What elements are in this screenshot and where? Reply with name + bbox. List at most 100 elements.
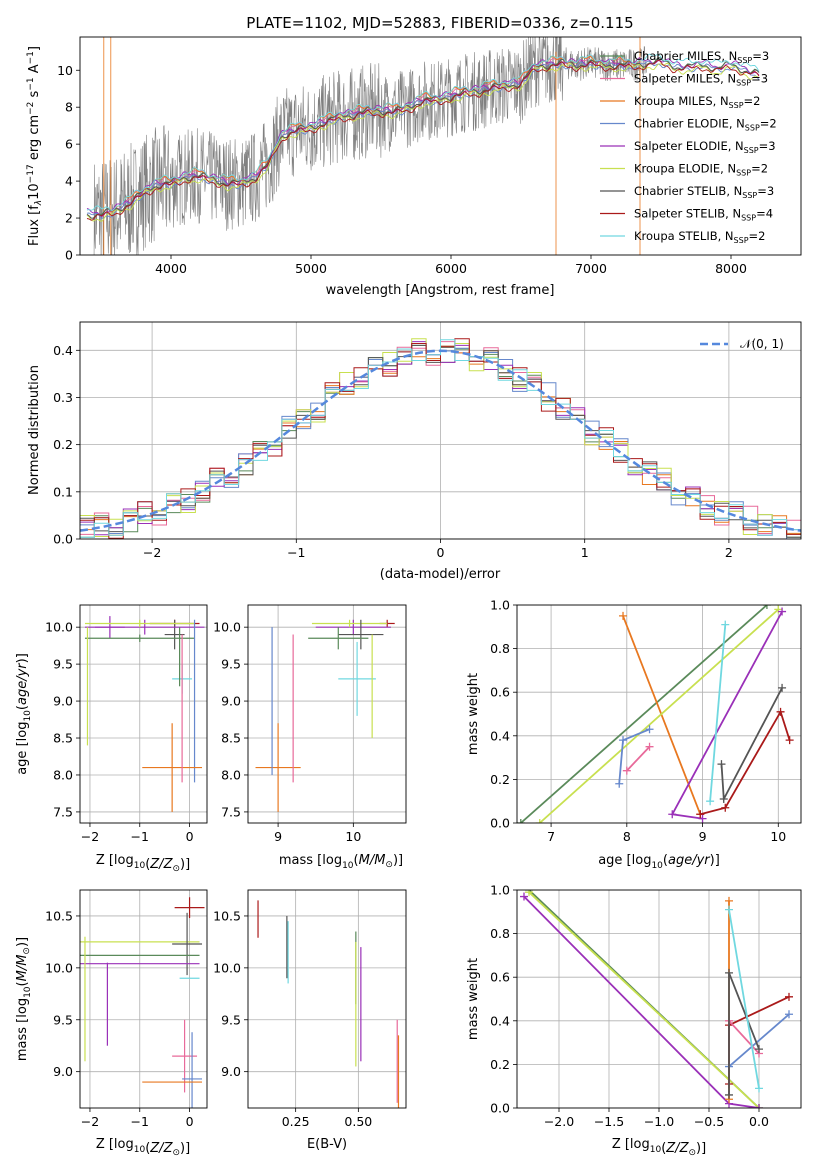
label-part: Salpeter MILES, N (634, 72, 736, 86)
weight-marker (785, 736, 794, 745)
model-fit-5 (86, 62, 760, 222)
label-part: Chabrier MILES, N (634, 49, 737, 63)
y-tick-label: 10.5 (45, 908, 73, 923)
legend-entry: Chabrier ELODIE, NSSP=2 (634, 117, 777, 133)
x-tick-label: 2 (725, 545, 733, 560)
axes-frame (247, 889, 407, 1109)
weight-line-6 (728, 1020, 760, 1055)
axes-frame (79, 604, 208, 824)
label-part: Salpeter ELODIE, N (634, 139, 744, 153)
label-part: ⊙ (385, 860, 393, 870)
y-tick-label: 6 (65, 137, 73, 152)
label-part: 10 (651, 861, 663, 871)
weight-marker (619, 736, 628, 745)
y-tick-label: 8.0 (53, 767, 73, 782)
label-part: 10 (23, 986, 33, 998)
weight-marker (721, 620, 730, 629)
x-tick-label: −2 (81, 1114, 99, 1129)
plot-area (80, 322, 801, 539)
weight-marker (698, 814, 707, 823)
x-tick-label: −1 (131, 829, 149, 844)
label-part: λ (34, 200, 44, 206)
weight-line-8 (709, 624, 727, 802)
weight-marker (615, 779, 624, 788)
y-tick-label: 0.6 (490, 685, 510, 700)
label-part: −17 (26, 164, 36, 183)
label-part: Kroupa STELIB, N (634, 229, 734, 243)
y-tick-label: 0.2 (490, 772, 510, 787)
x-axis-label: Z [log10(Z/Z⊙)] (96, 1137, 190, 1158)
axes-mass-vs-Z: −2 −1 0 9.0 9.5 10.0 10.5 (45, 889, 208, 1129)
label-part: age [log (598, 853, 651, 868)
label-part: ⊙ (172, 864, 180, 874)
model-fit-7 (86, 59, 760, 221)
x-tick-label: −1 (131, 1114, 149, 1129)
label-part: Z/Z (149, 857, 173, 872)
label-part: 10 (27, 183, 42, 200)
weight-line-8 (728, 909, 760, 1089)
label-part: Kroupa MILES, N (634, 94, 729, 108)
weight-line-7 (700, 709, 791, 816)
y-tick-label: 9.0 (53, 694, 73, 709)
x-axis-label: Z [log10(Z/Z⊙)] (96, 853, 190, 874)
axes-frame (79, 321, 802, 540)
label-part: age/yr (668, 853, 711, 868)
x-axis-label: wavelength [Angstrom, rest frame] (326, 283, 555, 298)
label-part: −1 (26, 77, 36, 90)
y-tick-label: 0.2 (53, 437, 73, 452)
label-part: 10 (342, 861, 354, 871)
label-part: SSP (736, 79, 751, 88)
label-part: =2 (749, 229, 766, 243)
weight-marker (725, 905, 733, 914)
label-part: Kroupa ELODIE, N (634, 162, 736, 176)
legend-entry: Kroupa STELIB, NSSP=2 (634, 229, 765, 245)
y-axis-label: age [log10(age/yr)] (15, 653, 33, 775)
label-part: 10 (134, 861, 146, 871)
weight-marker (645, 742, 654, 751)
x-tick-label: 1 (581, 545, 589, 560)
axes-massweight-vs-Z: −2.0 −1.5 −1.0 −0.5 0.0 0.0 0.2 0.4 0.6 0.8 1.0 (490, 883, 802, 1129)
label-part: Flux [f (27, 205, 42, 246)
weight-marker (717, 760, 726, 769)
label-part: ( (145, 1141, 150, 1156)
label-part: SSP (737, 56, 752, 65)
x-axis-label: E(B-V) (307, 1137, 347, 1152)
x-tick-label: 10 (770, 829, 786, 844)
y-tick-label: 9.5 (53, 657, 73, 672)
x-tick-label: 0 (186, 1114, 194, 1129)
weight-marker (645, 725, 654, 734)
label-part: −2 (26, 102, 36, 115)
label-part: )] (710, 853, 720, 868)
weight-marker (778, 607, 787, 616)
label-part: )] (393, 853, 403, 868)
y-tick-label: 10.5 (213, 908, 241, 923)
label-part: ( (663, 853, 668, 868)
plot-area (86, 37, 760, 255)
axes-mass-vs-ebv: 0.25 0.50 9.0 9.5 10.0 10.5 (213, 889, 407, 1129)
model-fit-1 (109, 55, 639, 212)
y-tick-label: 0.0 (490, 1101, 510, 1116)
label-part: Chabrier STELIB, N (634, 184, 742, 198)
y-tick-label: 9.0 (221, 694, 241, 709)
label-part: ⊙ (688, 1148, 696, 1158)
weight-marker (725, 896, 733, 905)
label-part: ( (15, 705, 30, 710)
label-part: =2 (760, 117, 777, 131)
label-part: SSP (741, 214, 756, 223)
plot-area (248, 605, 406, 823)
y-axis-label: mass weight (466, 673, 481, 755)
y-tick-label: 2 (65, 211, 73, 226)
axes-frame (516, 889, 802, 1109)
y-tick-label: 8.0 (221, 767, 241, 782)
weight-line-6 (720, 687, 783, 803)
y-tick-label: 0.4 (490, 728, 510, 743)
weight-marker (719, 795, 728, 804)
x-tick-label: 5000 (295, 261, 327, 276)
weight-marker (755, 1104, 763, 1108)
label-part: )] (180, 1141, 190, 1156)
y-axis-label: Normed distribution (27, 365, 42, 495)
x-tick-label: 7 (547, 829, 555, 844)
y-tick-label: 0.1 (53, 484, 73, 499)
x-tick-label: 7000 (575, 261, 607, 276)
